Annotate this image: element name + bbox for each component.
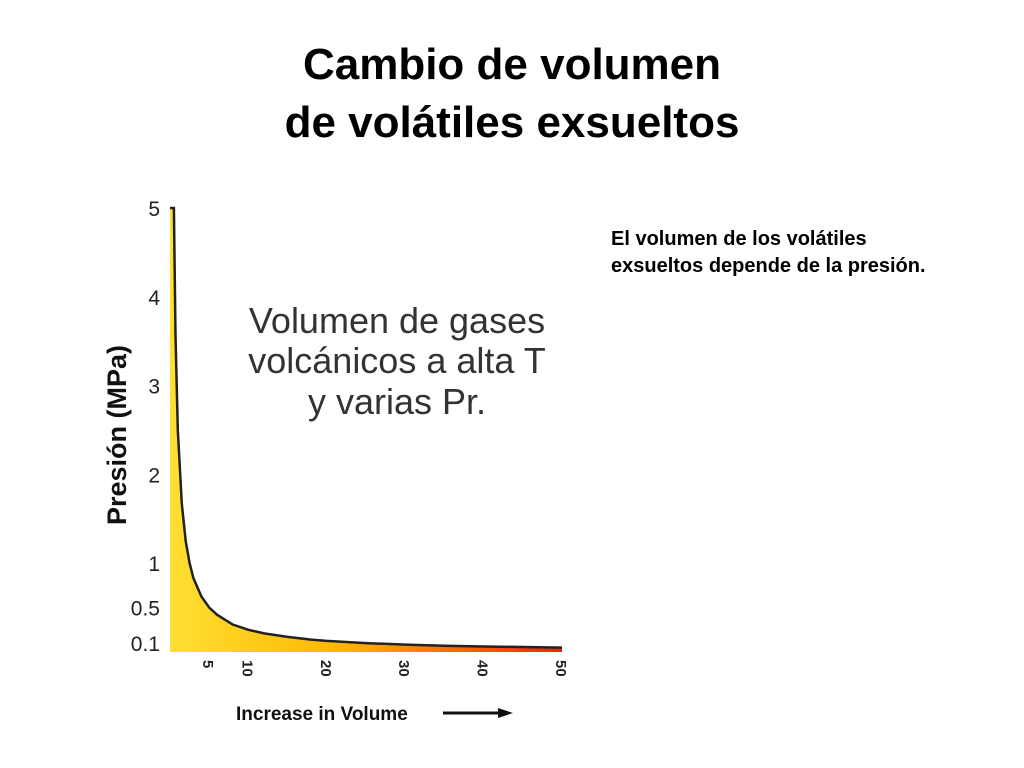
- x-tick-label: 20: [317, 660, 334, 677]
- slide-title-line-2: de volátiles exsueltos: [284, 98, 740, 147]
- y-tick-label: 3: [148, 376, 160, 399]
- x-tick-label: 10: [238, 660, 255, 677]
- y-tick-label: 1: [148, 553, 160, 576]
- side-note: El volumen de los volátiles exsueltos de…: [611, 226, 1021, 280]
- slide-title-line-1: Cambio de volumen: [302, 40, 722, 89]
- area-layer: [170, 206, 563, 652]
- x-axis-arrowhead: [498, 708, 513, 718]
- y-axis-label: Presión (MPa): [102, 345, 132, 525]
- chart-annotation-line-2: volcánicos a alta T: [248, 340, 546, 381]
- y-tick-label: 5: [148, 198, 160, 221]
- x-axis-label: Increase in Volume: [236, 704, 408, 725]
- chart-annotation-line-3: y varias Pr.: [308, 381, 486, 422]
- y-tick-label: 0.5: [131, 598, 160, 621]
- y-tick-labels: 0.1 0.5 1 2 3 4 5: [131, 198, 161, 656]
- y-tick-label: 0.1: [131, 633, 160, 656]
- x-tick-label: 40: [474, 660, 491, 677]
- x-tick-label: 50: [552, 660, 569, 677]
- y-tick-label: 4: [148, 287, 160, 310]
- y-tick-label: 2: [148, 464, 160, 487]
- side-note-line-1: El volumen de los volátiles: [611, 228, 867, 250]
- x-tick-label: 30: [395, 660, 412, 677]
- pressure-volume-curve: [170, 206, 563, 649]
- x-tick-label: 5: [199, 660, 216, 668]
- side-note-line-2: exsueltos depende de la presión.: [611, 255, 926, 277]
- chart-annotation-line-1: Volumen de gases: [249, 300, 545, 341]
- plot-background: [150, 190, 570, 680]
- slide-title: Cambio de volumen de volátiles exsueltos: [0, 36, 1024, 152]
- x-tick-labels: 5 10 20 30 40 50: [199, 660, 569, 677]
